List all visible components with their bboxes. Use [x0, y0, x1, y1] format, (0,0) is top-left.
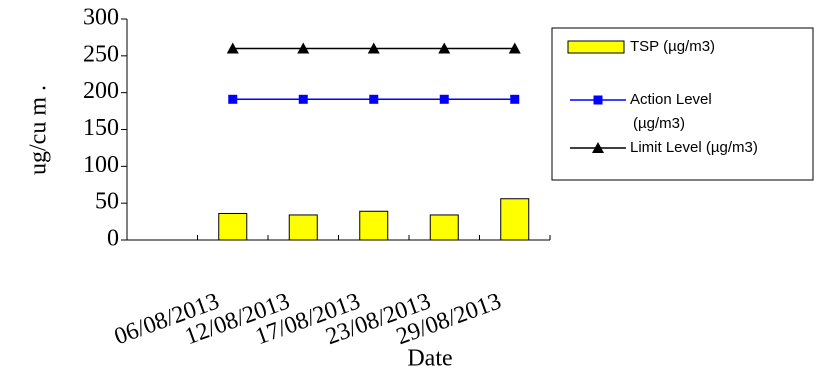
marker [369, 94, 379, 104]
marker [510, 94, 520, 104]
y-tick-label: 50 [95, 189, 119, 215]
legend-label: TSP (µg/m3) [630, 38, 715, 55]
marker [226, 42, 239, 54]
legend-label: Action Level (µg/m3) [630, 91, 716, 132]
marker [439, 94, 449, 104]
marker [438, 42, 451, 54]
y-tick-label: 150 [83, 115, 119, 141]
y-tick-label: 100 [83, 152, 119, 178]
marker [593, 95, 603, 105]
marker [298, 94, 308, 104]
legend-label: Limit Level (µg/m3) [630, 139, 758, 156]
bar [288, 214, 318, 241]
legend-swatch [567, 40, 625, 54]
marker [297, 42, 310, 54]
bar [359, 210, 389, 241]
bar [429, 214, 459, 241]
x-axis-label: Date [407, 346, 452, 372]
y-tick-label: 200 [83, 78, 119, 104]
marker [228, 94, 238, 104]
bar [500, 198, 530, 241]
bar [218, 212, 248, 241]
marker [367, 42, 380, 54]
y-axis-label: ug/cu m . [26, 85, 52, 175]
y-tick-label: 250 [83, 41, 119, 67]
marker [592, 142, 604, 153]
marker [508, 42, 521, 54]
y-tick-label: 300 [83, 5, 119, 31]
y-tick-label: 0 [107, 226, 119, 252]
